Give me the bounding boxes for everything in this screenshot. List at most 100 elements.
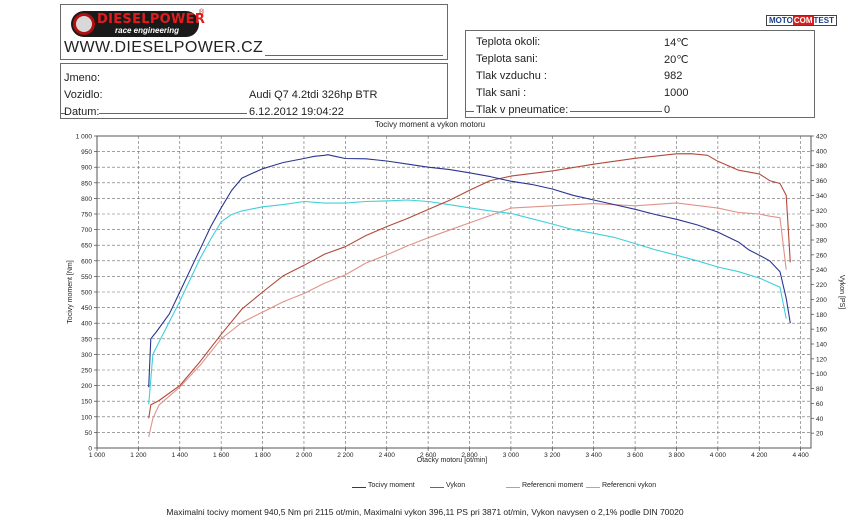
x-tick-label: 1 000: [89, 452, 106, 459]
condition-label-1: Teplota sani:: [476, 53, 538, 65]
y-left-tick-label: 300: [81, 352, 92, 359]
y-left-tick-label: 900: [81, 165, 92, 172]
date-value: 6.12.2012 19:04:22: [249, 106, 344, 118]
y-right-tick-label: 320: [816, 208, 827, 215]
y-right-tick-label: 80: [816, 386, 824, 393]
y-right-tick-label: 60: [816, 401, 824, 408]
turbo-ring-icon: [73, 13, 95, 35]
x-tick-label: 1 800: [254, 452, 271, 459]
legend-ref-torque: Referencni moment: [522, 482, 584, 489]
x-tick-label: 3 600: [627, 452, 644, 459]
dieselpower-logo: DIESELPOWER race engineering: [71, 11, 205, 37]
x-tick-label: 2 000: [296, 452, 313, 459]
name-label: Jmeno:: [64, 72, 101, 84]
y-right-tick-label: 100: [816, 371, 827, 378]
y-left-tick-label: 950: [81, 149, 92, 156]
grid-lines: [97, 136, 811, 448]
y-right-tick-label: 40: [816, 416, 824, 423]
ref-power-line: [148, 202, 787, 438]
y-left-tick-label: 450: [81, 305, 92, 312]
x-tick-label: 1 600: [213, 452, 230, 459]
legend-torque: Tocivy moment: [368, 482, 415, 489]
y-left-tick-label: 200: [81, 383, 92, 390]
y-left-tick-label: 750: [81, 212, 92, 219]
moto-text: MOTO: [769, 16, 793, 25]
legend-ref-power: Referencni vykon: [602, 482, 657, 489]
condition-label-3: Tlak sani :: [476, 87, 527, 99]
y-right-tick-label: 300: [816, 223, 827, 230]
x-tick-label: 4 200: [751, 452, 768, 459]
y-axis-right-label: Vykon [PS]: [838, 275, 845, 309]
x-tick-label: 2 800: [461, 452, 478, 459]
y-right-tick-label: 420: [816, 134, 827, 141]
date-label: Datum:: [64, 106, 100, 118]
x-tick-label: 3 400: [586, 452, 603, 459]
condition-value-0: 14℃: [664, 37, 689, 49]
y-right-tick-label: 20: [816, 431, 824, 438]
registered-mark: ®: [199, 9, 205, 16]
y-right-tick-label: 220: [816, 282, 827, 289]
y-left-tick-label: 350: [81, 336, 92, 343]
torque-line: [148, 154, 791, 388]
condition-value-4: 0: [664, 104, 671, 116]
y-left-tick-label: 850: [81, 180, 92, 187]
y-right-tick-label: 280: [816, 238, 827, 245]
y-right-tick-label: 340: [816, 193, 827, 200]
x-tick-label: 3 000: [503, 452, 520, 459]
pressure-leader-left: [466, 111, 474, 112]
y-right-tick-label: 200: [816, 297, 827, 304]
y-right-tick-label: 240: [816, 267, 827, 274]
y-left-tick-label: 150: [81, 399, 92, 406]
motocomtest-logo: MOTOCOMTEST: [766, 15, 837, 26]
y-right-tick-label: 160: [816, 327, 827, 334]
y-right-tick-label: 360: [816, 178, 827, 185]
x-tick-label: 2 600: [420, 452, 437, 459]
condition-value-2: 982: [664, 70, 683, 82]
y-left-tick-label: 250: [81, 368, 92, 375]
y-left-tick-label: 1 000: [76, 134, 93, 141]
power-line: [148, 153, 791, 419]
condition-label-4: Tlak v pneumatice:: [476, 104, 569, 116]
legend-power: Vykon: [446, 482, 466, 489]
vehicle-label: Vozidlo:: [64, 89, 103, 101]
y-left-tick-label: 650: [81, 243, 92, 250]
y-left-tick-label: 550: [81, 274, 92, 281]
ref-torque-line: [148, 199, 787, 405]
pressure-leader-mid: [570, 111, 662, 112]
test-text: TEST: [813, 16, 834, 25]
y-axis-left-label: Tocivy moment [Nm]: [67, 260, 74, 323]
vehicle-info-panel: Jmeno: Vozidlo: Audi Q7 4.2tdi 326hp BTR…: [60, 63, 448, 119]
axis-ticks: 0 50 100 150 200 250 300 350 400 450 500 550 600 650 7…: [76, 134, 828, 460]
x-tick-label: 4 000: [710, 452, 727, 459]
logo-title: DIESELPOWER: [97, 12, 206, 27]
y-left-tick-label: 100: [81, 414, 92, 421]
x-tick-label: 2 200: [337, 452, 354, 459]
x-tick-label: 3 800: [668, 452, 685, 459]
com-text: COM: [792, 16, 814, 25]
logo-panel: DIESELPOWER race engineering ® WWW.DIESE…: [60, 4, 448, 60]
logo-tagline: race engineering: [115, 26, 180, 35]
chart-title: Tocivy moment a vykon motoru: [375, 120, 485, 129]
legend-swatch-power: [430, 487, 444, 488]
y-right-tick-label: 380: [816, 163, 827, 170]
x-axis-label: Otacky motoru [ot/min]: [417, 457, 487, 464]
y-left-tick-label: 800: [81, 196, 92, 203]
y-right-tick-label: 180: [816, 312, 827, 319]
y-left-tick-label: 400: [81, 321, 92, 328]
y-right-tick-label: 400: [816, 148, 827, 155]
y-left-tick-label: 0: [88, 446, 92, 453]
series-lines: [148, 153, 791, 438]
y-left-tick-label: 50: [85, 430, 93, 437]
summary-footer: Maximalni tocivy moment 940,5 Nm pri 211…: [166, 507, 684, 517]
condition-value-3: 1000: [664, 87, 689, 99]
y-right-tick-label: 120: [816, 356, 827, 363]
vehicle-value: Audi Q7 4.2tdi 326hp BTR: [249, 89, 378, 101]
date-leader-mid: [99, 113, 247, 114]
y-right-tick-label: 260: [816, 252, 827, 259]
condition-label-0: Teplota okoli:: [476, 36, 541, 48]
condition-label-2: Tlak vzduchu :: [476, 70, 547, 82]
x-tick-label: 4 400: [793, 452, 810, 459]
date-leader-left: [61, 113, 65, 114]
legend-swatch-ref-torque: [506, 487, 520, 488]
